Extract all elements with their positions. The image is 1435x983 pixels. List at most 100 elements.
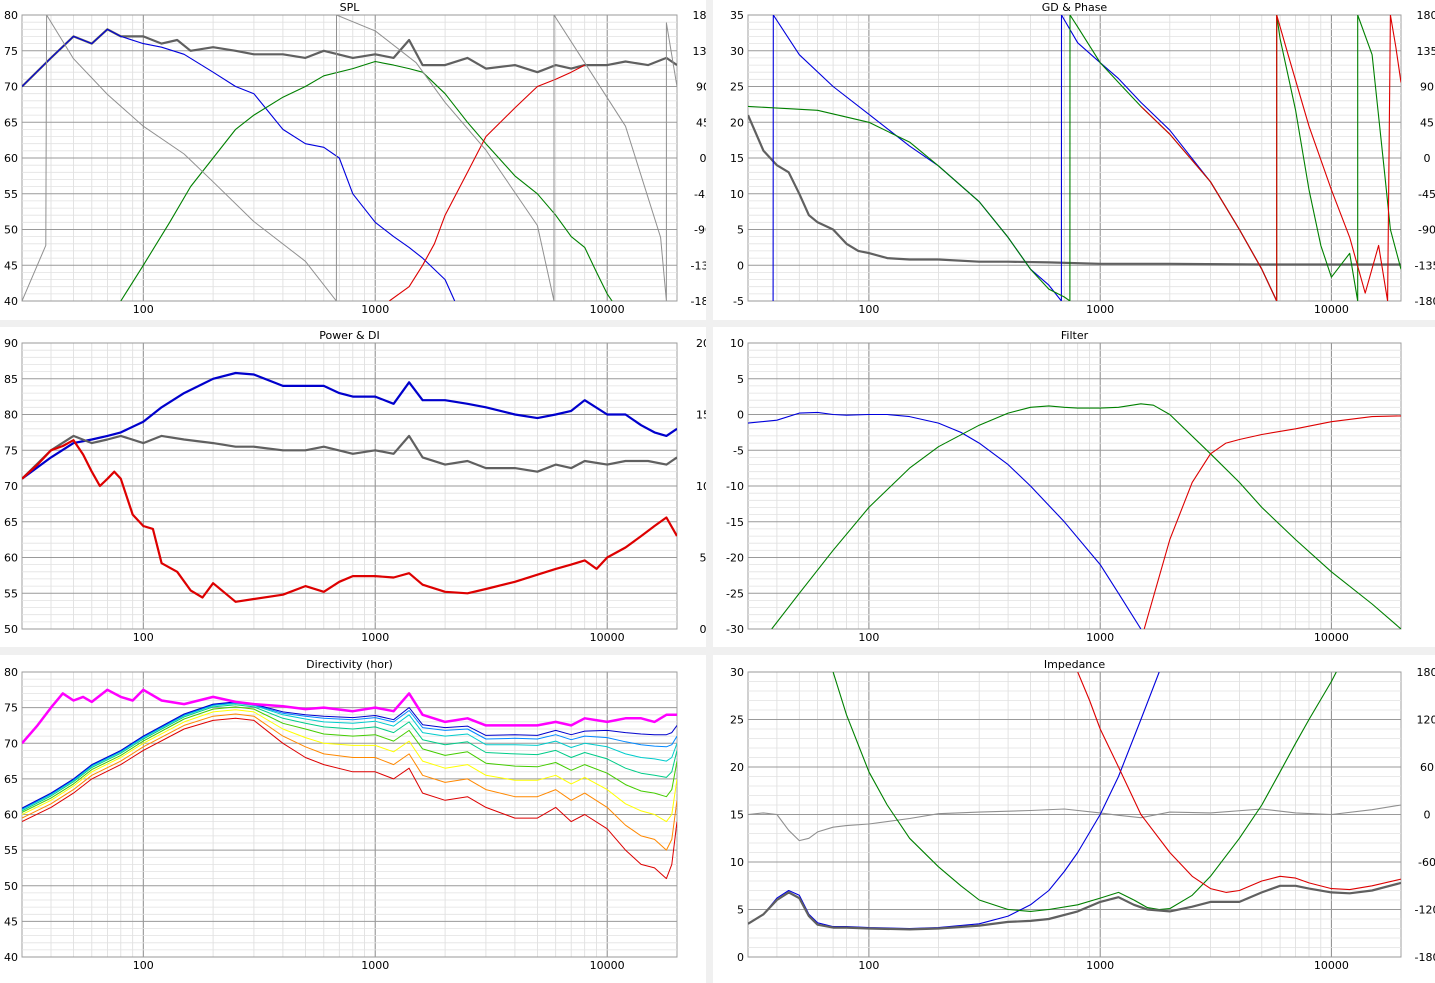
y2-tick-label: 10 [696,480,706,493]
chart-title: Filter [1061,329,1089,342]
series-line-2 [772,15,1278,301]
series-line-5 [22,704,677,812]
y-tick-label: 20 [730,116,744,129]
series-line-3 [1143,415,1401,629]
y-tick-label: 70 [4,737,18,750]
panel-gd-phase: GD & Phase -5 0 5 10 15 20 25 30 35 -180 -135 -90 -45… [713,0,1435,320]
y-tick-label: -30 [726,623,744,636]
series-line-1 [22,717,677,880]
y2-tick-label: 20 [696,337,706,350]
y-tick-label: 0 [737,951,744,964]
y2-tick-label: 5 [700,552,707,565]
series-line-2 [22,713,677,851]
series-line-4 [388,64,585,301]
series-line-5 [748,881,1401,931]
y2-tick-label: 0 [700,623,707,636]
y-tick-label: 50 [4,623,18,636]
y2-tick-label: 180 [1417,666,1435,679]
y-tick-label: 45 [4,915,18,928]
y-tick-label: 80 [4,9,18,22]
series-line-1 [748,804,1401,842]
y-tick-label: 55 [4,587,18,600]
x-tick-label: 1000 [361,959,389,972]
series-line-7 [22,702,677,810]
y2-tick-label: -45 [1418,188,1435,201]
y-tick-label: 75 [4,45,18,58]
x-tick-label: 10000 [590,303,625,316]
y2-tick-label: 60 [1420,761,1434,774]
y-tick-label: 50 [4,880,18,893]
chart-title: Impedance [1044,658,1105,671]
y-tick-label: -15 [726,516,744,529]
y-tick-label: 80 [4,666,18,679]
series-line-1 [22,28,677,88]
y-tick-label: 25 [730,81,744,94]
x-tick-label: 10000 [590,631,625,644]
y2-tick-label: 180 [693,9,707,22]
panel-power-di: Power & DI 50 55 60 65 70 75 80 85 90 0 5 10 15 20 100 1… [0,327,706,647]
chart-filter: Filter -30 -25 -20 -15 -10 -5 0 5 10 100 1000 10000 [726,329,1402,644]
series-line-2 [771,403,1401,629]
series-line-9 [22,688,677,745]
series-line-3 [832,672,1337,912]
series-group [748,672,1401,931]
grid [748,671,1401,958]
y-tick-label: 55 [4,844,18,857]
y2-tick-label: 45 [1420,116,1434,129]
y-tick-label: 65 [4,773,18,786]
y-tick-label: 80 [4,409,18,422]
y2-tick-label: -135 [691,259,706,272]
y2-tick-label: 0 [1424,809,1431,822]
y-tick-label: 90 [4,337,18,350]
x-tick-label: 100 [858,631,879,644]
y-tick-label: 25 [730,714,744,727]
y2-tick-label: 180 [1417,9,1435,22]
series-group [22,688,677,880]
y-tick-label: 75 [4,444,18,457]
y-tick-label: 10 [730,188,744,201]
chart-impedance: Impedance 0 5 10 15 20 25 30 -180 -120 -60 0 60 120 18… [730,658,1435,972]
series-line-4 [22,706,677,813]
y-tick-label: 75 [4,702,18,715]
y-tick-label: -10 [726,480,744,493]
y-tick-label: 60 [4,152,18,165]
x-tick-label: 1000 [1086,631,1114,644]
y-tick-label: 5 [737,224,744,237]
series-line-3 [120,60,613,301]
y2-tick-label: 120 [1417,714,1435,727]
y-tick-label: 65 [4,516,18,529]
y-tick-label: 30 [730,666,744,679]
y2-tick-label: 45 [696,116,706,129]
chart-title: Power & DI [319,329,380,342]
y-tick-label: 70 [4,81,18,94]
y2-tick-label: -45 [694,188,706,201]
y-tick-label: 85 [4,373,18,386]
grid [22,342,677,630]
chart-title: Directivity (hor) [306,658,393,671]
grid [748,14,1401,302]
series-line-2 [22,434,677,480]
x-tick-label: 10000 [590,959,625,972]
grid [22,671,677,958]
grid [748,342,1401,630]
series-line-1 [22,371,677,480]
x-tick-label: 10000 [1314,959,1349,972]
x-tick-label: 10000 [1314,631,1349,644]
y2-tick-label: 135 [693,45,707,58]
series-group [748,15,1401,301]
y-tick-label: 30 [730,45,744,58]
y-tick-label: 60 [4,552,18,565]
x-tick-label: 10000 [1314,303,1349,316]
y-tick-label: 55 [4,188,18,201]
panel-filter: Filter -30 -25 -20 -15 -10 -5 0 5 10 100 1000 10000 [713,327,1435,647]
y-tick-label: 65 [4,116,18,129]
y2-tick-label: -180 [1415,951,1435,964]
y-tick-label: 15 [730,152,744,165]
y2-tick-label: -180 [691,295,706,308]
y-tick-label: -25 [726,587,744,600]
y2-tick-label: -90 [694,224,706,237]
chart-gd-phase: GD & Phase -5 0 5 10 15 20 25 30 35 -180 -135 -90 -45… [730,1,1435,316]
series-line-8 [22,701,677,809]
y-tick-label: 60 [4,809,18,822]
y-tick-label: -5 [733,444,744,457]
